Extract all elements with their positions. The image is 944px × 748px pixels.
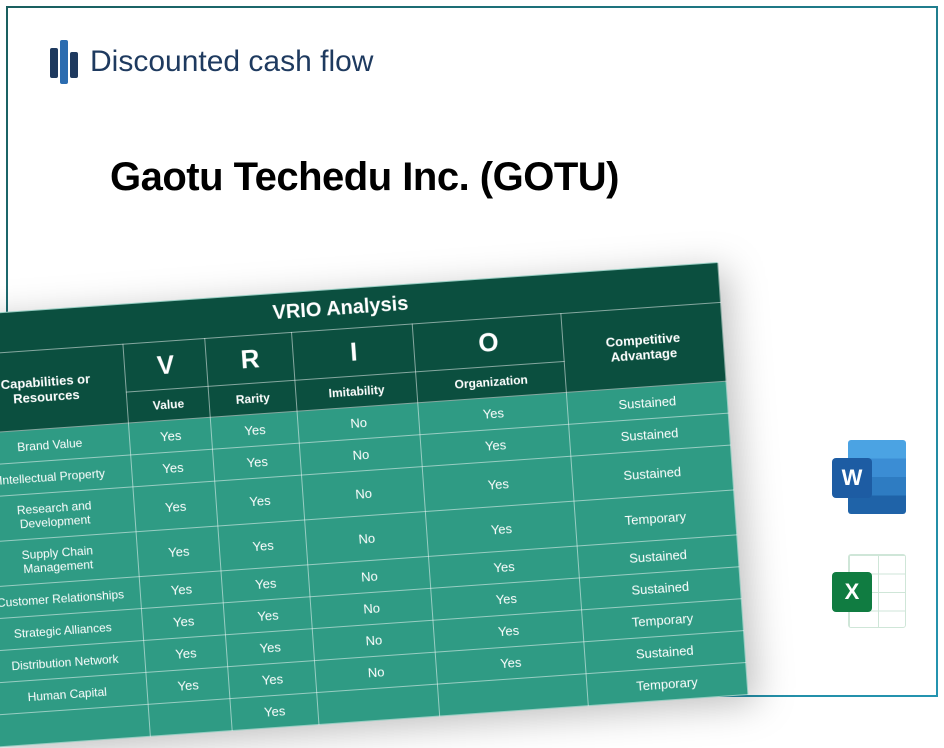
- excel-icon[interactable]: X: [832, 554, 906, 628]
- brand-text: Discounted cash flow: [90, 45, 373, 79]
- cell-r: Yes: [230, 693, 319, 731]
- word-badge: W: [832, 458, 872, 498]
- cell-v: Yes: [133, 481, 218, 532]
- excel-badge: X: [832, 572, 872, 612]
- resources-header: Capabilities or Resources: [0, 344, 128, 434]
- col-r: R: [205, 332, 295, 386]
- vrio-table-container: VRIO Analysis Capabilities or Resources …: [0, 262, 748, 748]
- cell-r: Yes: [215, 475, 305, 526]
- cell-v: [148, 699, 232, 737]
- brand-logo: Discounted cash flow: [50, 38, 373, 86]
- page-title: Gaotu Techedu Inc. (GOTU): [110, 155, 619, 200]
- cell-r: Yes: [218, 520, 308, 571]
- file-icons: W X: [832, 440, 906, 628]
- logo-icon: [50, 38, 78, 86]
- vrio-table: VRIO Analysis Capabilities or Resources …: [0, 262, 748, 748]
- cell-v: Yes: [136, 526, 221, 577]
- competitive-advantage-header: Competitive Advantage: [561, 302, 726, 392]
- word-icon[interactable]: W: [832, 440, 906, 514]
- col-v: V: [123, 338, 209, 392]
- col-i: I: [292, 324, 416, 380]
